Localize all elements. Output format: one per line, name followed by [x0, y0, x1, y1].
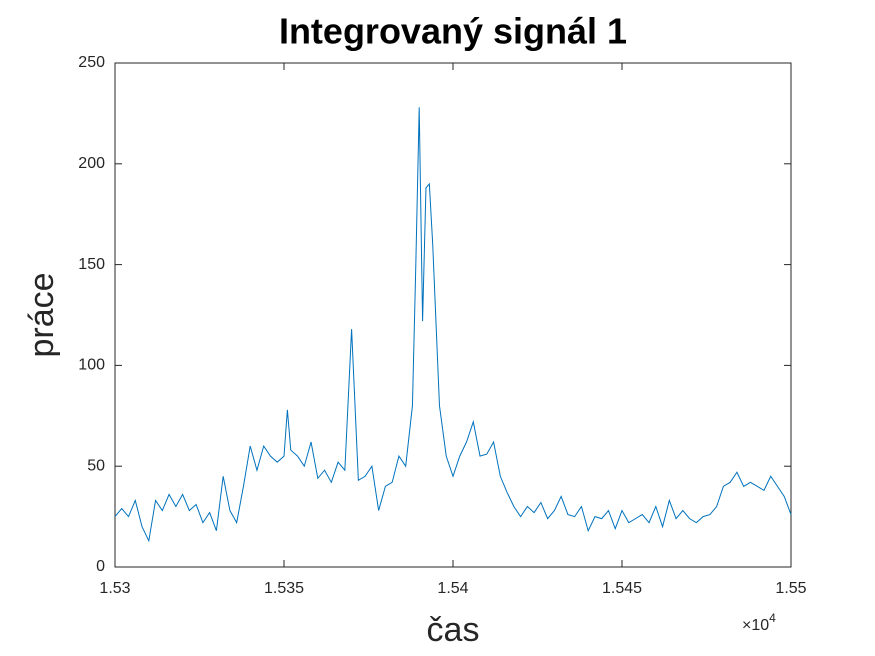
x-exponent-power: 4	[769, 611, 776, 625]
y-tick-label: 50	[87, 457, 105, 474]
x-tick-label: 1.535	[264, 580, 304, 597]
x-exponent: ×104	[742, 611, 776, 634]
y-axis-label: práce	[23, 272, 61, 357]
x-tick-label: 1.54	[437, 580, 468, 597]
y-tick-label: 0	[96, 558, 105, 575]
x-exponent-base: ×10	[742, 617, 769, 634]
x-tick-label: 1.53	[99, 580, 130, 597]
x-tick-label: 1.545	[602, 580, 642, 597]
x-axis-label: čas	[427, 611, 480, 649]
y-tick-label: 250	[78, 54, 105, 71]
chart-title: Integrovaný signál 1	[279, 11, 627, 52]
data-line	[114, 107, 792, 543]
x-tick-label: 1.55	[775, 580, 806, 597]
plot-area	[114, 62, 792, 568]
y-tick-label: 150	[78, 256, 105, 273]
y-tick-label: 200	[78, 155, 105, 172]
y-tick-label: 100	[78, 357, 105, 374]
